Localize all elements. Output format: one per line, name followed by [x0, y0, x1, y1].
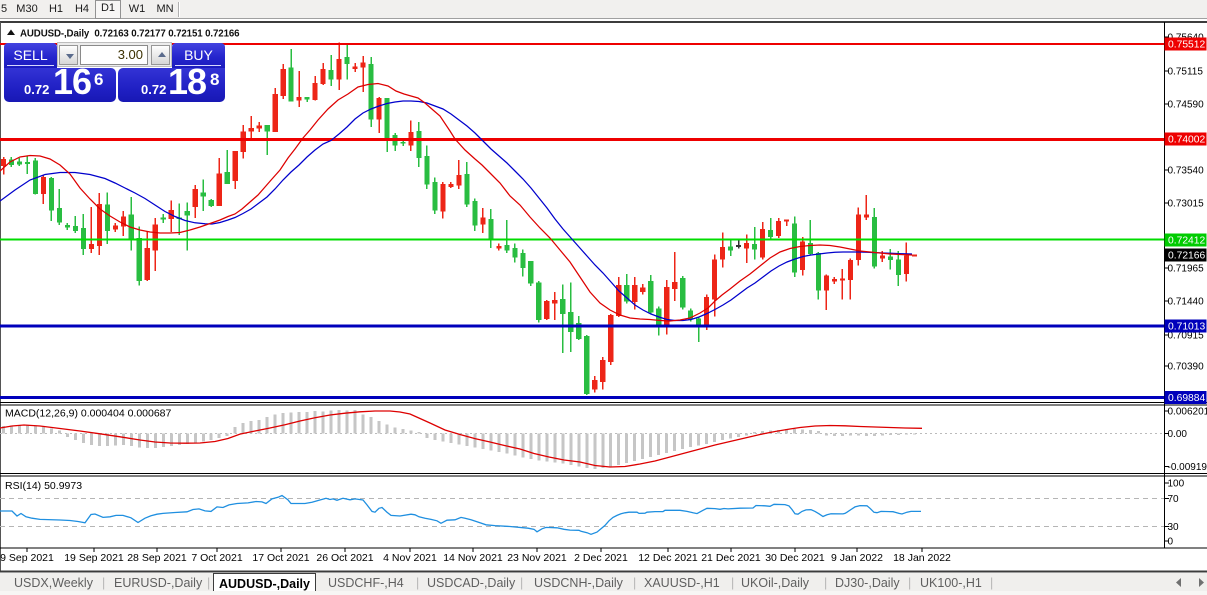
svg-text:19 Sep 2021: 19 Sep 2021 [64, 552, 124, 564]
svg-text:0.006201: 0.006201 [1168, 407, 1207, 418]
svg-text:0.72412: 0.72412 [1168, 236, 1205, 247]
svg-text:0.71440: 0.71440 [1168, 297, 1205, 308]
svg-text:70: 70 [1168, 494, 1180, 505]
svg-text:12 Dec 2021: 12 Dec 2021 [638, 552, 698, 564]
svg-text:9 Sep 2021: 9 Sep 2021 [0, 552, 54, 564]
svg-text:0.70915: 0.70915 [1168, 331, 1205, 342]
svg-text:4 Nov 2021: 4 Nov 2021 [383, 552, 437, 564]
svg-text:0.73015: 0.73015 [1168, 199, 1205, 210]
svg-text:2 Dec 2021: 2 Dec 2021 [574, 552, 628, 564]
svg-text:AUDUSD-,Daily 0.72163 0.72177: AUDUSD-,Daily 0.72163 0.72177 0.72151 0.… [20, 29, 240, 40]
svg-text:0.69884: 0.69884 [1168, 393, 1205, 404]
svg-text:0.74590: 0.74590 [1168, 100, 1205, 111]
svg-text:100: 100 [1168, 479, 1185, 490]
svg-text:0.74002: 0.74002 [1168, 135, 1205, 146]
svg-text:30 Dec 2021: 30 Dec 2021 [765, 552, 825, 564]
svg-text:0.70390: 0.70390 [1168, 362, 1205, 373]
svg-text:9 Jan 2022: 9 Jan 2022 [831, 552, 883, 564]
svg-text:0.73540: 0.73540 [1168, 166, 1205, 177]
svg-text:RSI(14) 50.9973: RSI(14) 50.9973 [5, 480, 82, 492]
svg-text:-0.009197: -0.009197 [1168, 462, 1207, 473]
svg-text:MACD(12,26,9) 0.000404 0.00068: MACD(12,26,9) 0.000404 0.000687 [5, 408, 172, 420]
svg-text:18 Jan 2022: 18 Jan 2022 [893, 552, 951, 564]
svg-text:0: 0 [1168, 537, 1174, 548]
svg-text:0.75512: 0.75512 [1168, 40, 1205, 51]
svg-text:14 Nov 2021: 14 Nov 2021 [443, 552, 503, 564]
svg-text:21 Dec 2021: 21 Dec 2021 [701, 552, 761, 564]
svg-text:0.72166: 0.72166 [1168, 251, 1205, 262]
svg-text:17 Oct 2021: 17 Oct 2021 [252, 552, 309, 564]
svg-text:0.00: 0.00 [1168, 429, 1188, 440]
svg-text:23 Nov 2021: 23 Nov 2021 [507, 552, 567, 564]
svg-text:0.71965: 0.71965 [1168, 264, 1205, 275]
svg-text:7 Oct 2021: 7 Oct 2021 [191, 552, 243, 564]
svg-text:0.75115: 0.75115 [1168, 67, 1204, 78]
svg-text:30: 30 [1168, 522, 1180, 533]
svg-text:26 Oct 2021: 26 Oct 2021 [316, 552, 373, 564]
svg-text:0.71013: 0.71013 [1168, 322, 1205, 333]
svg-text:28 Sep 2021: 28 Sep 2021 [127, 552, 187, 564]
